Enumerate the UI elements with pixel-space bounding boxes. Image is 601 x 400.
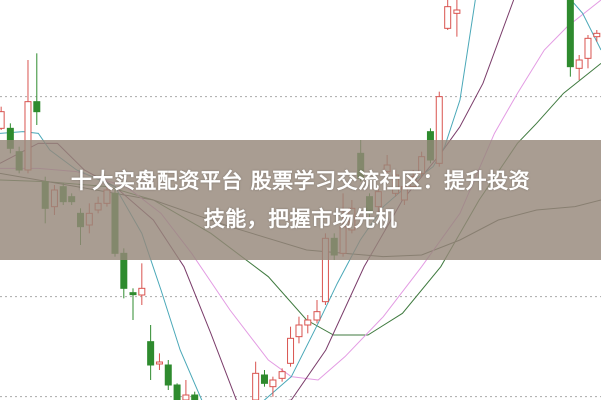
candle-down	[147, 341, 155, 366]
moving-average-line	[570, 0, 601, 51]
candle-up	[138, 287, 146, 296]
candle-up	[295, 324, 303, 338]
candle-up	[453, 9, 461, 14]
candle-up	[0, 111, 5, 129]
candle-up	[287, 337, 295, 364]
candle-down	[173, 384, 181, 400]
candle-up	[444, 6, 452, 29]
candle-down	[164, 364, 172, 386]
title-banner: 十大实盘配资平台 股票学习交流社区：提升投资 技能，把握市场先机	[0, 140, 601, 260]
candle-up	[304, 319, 312, 326]
candle-up	[584, 37, 592, 59]
candle-up	[313, 311, 321, 321]
candle-down	[33, 101, 41, 113]
title-line-1: 十大实盘配资平台 股票学习交流社区：提升投资	[70, 169, 531, 193]
candle-up	[252, 372, 260, 400]
candle-down	[566, 0, 574, 68]
candle-up	[593, 32, 601, 38]
title-line-2: 技能，把握市场先机	[203, 207, 398, 231]
candle-up	[269, 379, 277, 388]
candle-down	[260, 374, 268, 384]
candle-up	[182, 394, 190, 400]
candle-down	[191, 394, 199, 400]
candle-up	[155, 361, 163, 365]
candle-down	[129, 292, 137, 296]
candle-up	[575, 59, 583, 69]
candle-up	[278, 371, 286, 379]
